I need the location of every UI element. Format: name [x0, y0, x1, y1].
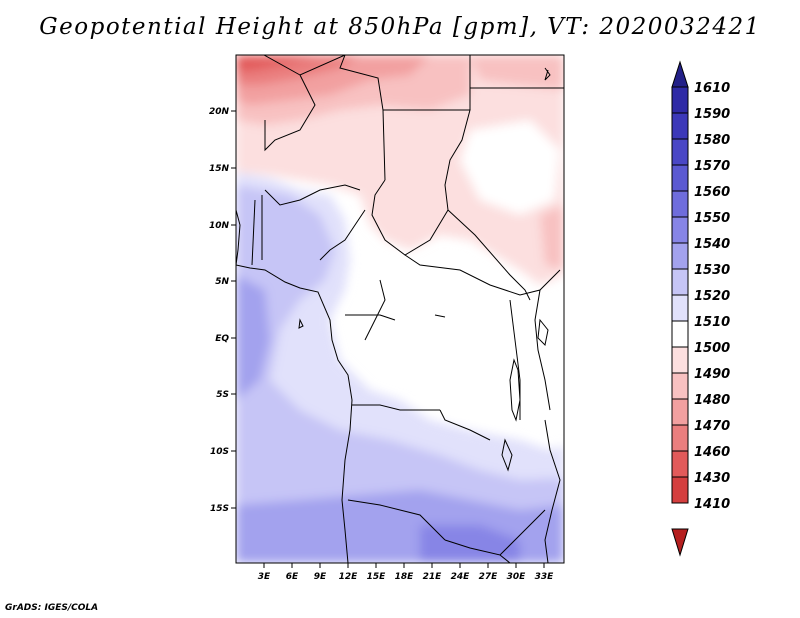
lat-label: 5S	[216, 390, 229, 400]
colorbar-label: 1500	[694, 341, 730, 356]
colorbar-segment	[671, 86, 689, 114]
lon-label: 27E	[479, 572, 499, 582]
colorbar-segment	[671, 112, 689, 140]
lat-label: 10S	[210, 447, 229, 457]
country-borders	[236, 55, 564, 563]
colorbar-label: 1430	[694, 471, 730, 486]
colorbar-segment	[671, 268, 689, 296]
map-title: Geopotential Height at 850hPa [gpm], VT:…	[39, 14, 761, 40]
map-frame	[235, 54, 565, 564]
colorbar-segment	[671, 320, 689, 348]
colorbar-segment	[671, 242, 689, 270]
colorbar-segment	[671, 190, 689, 218]
colorbar-label: 1550	[694, 211, 730, 226]
colorbar-top-arrow	[671, 60, 689, 88]
lon-label: 30E	[507, 572, 527, 582]
colorbar-label: 1460	[694, 445, 730, 460]
lat-label: 15N	[209, 164, 230, 174]
colorbar-segment	[671, 476, 689, 504]
colorbar-label: 1510	[694, 315, 730, 330]
lon-label: 33E	[535, 572, 555, 582]
colorbar-segment	[671, 138, 689, 166]
lat-label: EQ	[215, 334, 229, 344]
height-field	[236, 55, 564, 563]
colorbar-label: 1520	[694, 289, 730, 304]
lon-label: 24E	[451, 572, 471, 582]
colorbar-label: 1530	[694, 263, 730, 278]
lon-label: 12E	[339, 572, 359, 582]
lon-label: 18E	[395, 572, 415, 582]
colorbar-label: 1570	[694, 159, 730, 174]
colorbar-segment	[671, 164, 689, 192]
colorbar-label: 1480	[694, 393, 730, 408]
colorbar-segment	[671, 346, 689, 374]
colorbar-segment	[671, 216, 689, 244]
colorbar-label: 1540	[694, 237, 730, 252]
colorbar-segment	[671, 398, 689, 426]
lat-label: 10N	[209, 221, 230, 231]
grads-credit: GrADS: IGES/COLA	[5, 603, 99, 613]
colorbar-label: 1590	[694, 107, 730, 122]
lat-label: 20N	[209, 107, 230, 117]
lat-labels: 20N 15N 10N 5N EQ 5S 10S 15S	[209, 107, 230, 514]
lon-label: 15E	[367, 572, 387, 582]
lon-label: 3E	[258, 572, 271, 582]
colorbar-bottom-arrow	[671, 528, 689, 557]
lon-labels: 3E 6E 9E 12E 15E 18E 21E 24E 27E 30E 33E	[258, 572, 554, 582]
colorbar-label: 1490	[694, 367, 730, 382]
axis-ticks	[231, 110, 545, 568]
colorbar-label: 1610	[694, 81, 730, 96]
lon-label: 9E	[314, 572, 327, 582]
colorbar-segment	[671, 372, 689, 400]
lon-label: 21E	[423, 572, 443, 582]
colorbar-label: 1470	[694, 419, 730, 434]
lat-label: 15S	[210, 504, 229, 514]
lon-label: 6E	[286, 572, 299, 582]
colorbar-segment	[671, 450, 689, 478]
colorbar: 1610 1590 1580 1570 1560 1550 1540 1530 …	[671, 60, 730, 557]
colorbar-label: 1410	[694, 497, 730, 512]
colorbar-label: 1560	[694, 185, 730, 200]
lat-label: 5N	[215, 277, 229, 287]
colorbar-label: 1580	[694, 133, 730, 148]
colorbar-segment	[671, 294, 689, 322]
colorbar-segment	[671, 424, 689, 452]
